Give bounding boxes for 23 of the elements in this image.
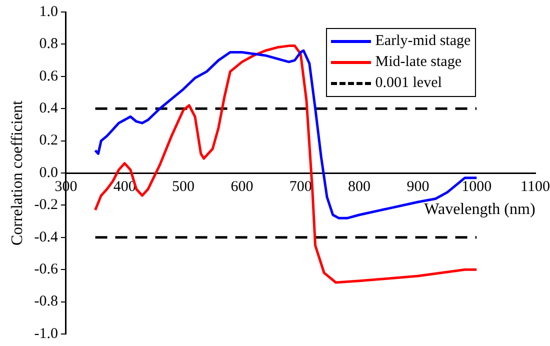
y-tick-label: 0.4 <box>39 100 58 117</box>
y-tick-label: 1.0 <box>39 4 58 20</box>
y-tick-label: -0.2 <box>34 197 58 214</box>
y-axis-title: Correlation coefficient <box>8 100 26 246</box>
x-tick-label: 900 <box>406 178 430 195</box>
y-tick-label: 0.0 <box>39 164 58 181</box>
x-tick-label: 800 <box>348 178 371 195</box>
x-axis-title: Wavelength (nm) <box>424 200 536 218</box>
x-tick-label: 1100 <box>520 178 550 195</box>
x-tick-label: 600 <box>230 178 254 195</box>
legend-label: Early-mid stage <box>375 32 471 51</box>
y-tick-label: 0.6 <box>39 68 58 84</box>
y-tick-label: 0.2 <box>39 132 58 149</box>
y-tick-label: -1.0 <box>34 326 58 342</box>
legend-label: 0.001 level <box>375 74 442 93</box>
y-tick-label: -0.8 <box>34 294 58 310</box>
y-tick-label: -0.6 <box>34 262 58 278</box>
y-tick-label: 0.8 <box>39 36 58 52</box>
x-tick-label: 700 <box>289 178 312 195</box>
legend-label: Mid-late stage <box>375 53 462 72</box>
y-tick-label: -0.4 <box>34 229 58 246</box>
x-tick-label: 500 <box>172 178 195 195</box>
x-tick-label: 1000 <box>462 178 492 195</box>
